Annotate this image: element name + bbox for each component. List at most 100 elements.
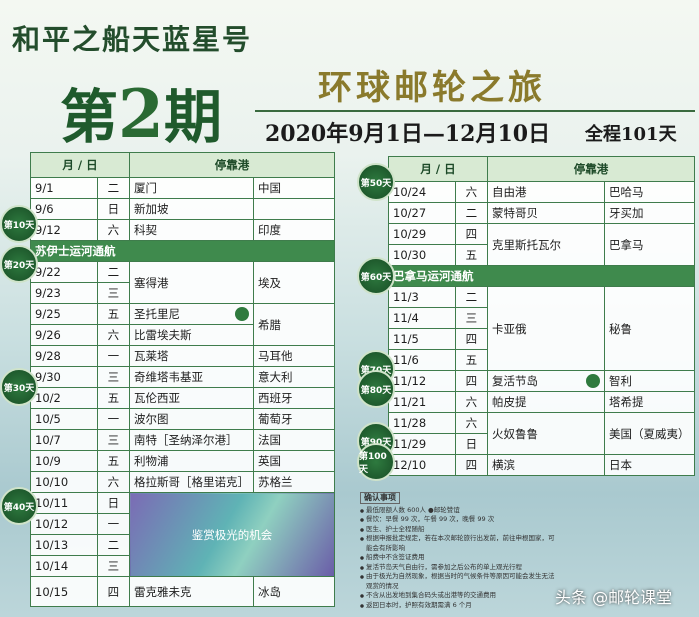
day-badge: 第50天 bbox=[357, 163, 395, 201]
weekday: 五 bbox=[96, 387, 131, 409]
country: 冰岛 bbox=[253, 576, 335, 607]
row: 10/10 六格拉斯哥［格里诺克］ 苏格兰 bbox=[30, 471, 335, 493]
country: 法国 bbox=[253, 429, 335, 451]
row: 9/1 二厦门 中国 bbox=[30, 177, 335, 199]
issue: 第2期 bbox=[60, 70, 222, 154]
port: 比雷埃夫斯 bbox=[129, 324, 254, 346]
date: 9/1 bbox=[30, 177, 98, 199]
anchor-icon bbox=[586, 374, 600, 388]
left-table: 月 / 日停靠港 9/1 二厦门 中国 9/6 日新加坡 9/12 六科契 印度 苏伊士运河通航 9… bbox=[30, 152, 335, 607]
weekday: 五 bbox=[454, 349, 489, 371]
country: 印度 bbox=[253, 219, 335, 241]
row: 10/7 三南特［圣纳泽尔港］ 法国 bbox=[30, 429, 335, 451]
port-name: 奇维塔韦基亚 bbox=[134, 370, 203, 384]
port-name: 火奴鲁鲁 bbox=[492, 426, 538, 441]
port-name: 波尔图 bbox=[134, 412, 169, 426]
port: 新加坡 bbox=[129, 198, 254, 220]
port-name: 新加坡 bbox=[134, 202, 169, 216]
port-name: 厦门 bbox=[134, 181, 157, 195]
port: 科契 bbox=[129, 219, 254, 241]
row: 9/6 日新加坡 bbox=[30, 198, 335, 220]
port-name: 南特［圣纳泽尔港］ bbox=[134, 433, 238, 447]
port-name: 雷克雅未克 bbox=[134, 584, 192, 599]
country: 中国 bbox=[253, 177, 335, 199]
country-name: 英国 bbox=[258, 454, 281, 468]
row: 10/24 六自由港 巴哈马 bbox=[388, 181, 695, 203]
row: 11/21 六帕皮提 塔希提 bbox=[388, 391, 695, 413]
row: 10/29 四克里斯托瓦尔 巴拿马 bbox=[388, 223, 695, 266]
row: 11/3 二卡亚俄 秘鲁 bbox=[388, 286, 695, 371]
country-name: 牙买加 bbox=[609, 206, 644, 220]
duration: 全程101天 bbox=[585, 124, 677, 145]
port: 瓦伦西亚 bbox=[129, 387, 254, 409]
weekday: 日 bbox=[96, 492, 131, 514]
port-name: 塞得港 bbox=[134, 275, 169, 290]
weekday: 二 bbox=[96, 177, 131, 199]
weekday: 三 bbox=[96, 282, 131, 304]
port-name: 蒙特哥贝 bbox=[492, 206, 538, 220]
dates: 2020年9月1日—12月10日 bbox=[265, 121, 551, 147]
row: 9/12 六科契 印度 bbox=[30, 219, 335, 241]
country: 埃及 bbox=[253, 261, 335, 304]
weekday: 四 bbox=[454, 328, 489, 350]
note-item: 船费中不含签证费用 bbox=[360, 553, 560, 563]
note-text: 复活节岛天气自由行，需参加之后公布的单上观光行程 bbox=[366, 562, 522, 571]
port-name: 瓦伦西亚 bbox=[134, 391, 180, 405]
country bbox=[253, 198, 335, 220]
note-text: 返回日本时，护照有效期需满 6 个月 bbox=[366, 600, 472, 609]
row: 11/12 四复活节岛 智利 bbox=[388, 370, 695, 392]
country-name: 印度 bbox=[258, 223, 281, 237]
date: 9/6 bbox=[30, 198, 98, 220]
date: 11/3 bbox=[388, 286, 456, 308]
row: 11/29 日 bbox=[388, 433, 695, 455]
port: 卡亚俄 bbox=[487, 286, 605, 371]
row: 11/28 六火奴鲁鲁 美国（夏威夷） bbox=[388, 412, 695, 455]
country-name: 塔希提 bbox=[609, 395, 644, 409]
right-table: 月 / 日停靠港 10/24 六自由港 巴哈马 10/27 二蒙特哥贝 牙买加 10/29 四克… bbox=[388, 156, 695, 476]
country-name: 巴拿马 bbox=[609, 237, 644, 252]
weekday: 四 bbox=[454, 370, 489, 392]
country-name: 苏格兰 bbox=[258, 475, 293, 489]
weekday: 三 bbox=[96, 429, 131, 451]
notes: 确认事项 最低限额人数 600人 ●邮轮赞谊 餐饮：早餐 99 次，午餐 99 次，… bbox=[360, 492, 560, 610]
port-name: 科契 bbox=[134, 223, 157, 237]
date: 10/30 bbox=[388, 244, 456, 266]
port-name: 复活节岛 bbox=[492, 374, 538, 388]
day-badge: 第60天 bbox=[357, 257, 395, 295]
column-header: 停靠港 bbox=[487, 156, 695, 182]
weekday: 二 bbox=[96, 534, 131, 556]
port: 利物浦 bbox=[129, 450, 254, 472]
port-name: 圣托里尼 bbox=[134, 307, 180, 321]
weekday: 二 bbox=[96, 261, 131, 283]
column-header: 月 / 日 bbox=[388, 156, 488, 182]
note-text: 医生、护士全程随船 bbox=[366, 524, 425, 533]
weekday: 五 bbox=[96, 450, 131, 472]
row: 12/10 四横滨 日本 bbox=[388, 454, 695, 476]
row: 9/23 三 bbox=[30, 282, 335, 304]
row: 9/30 三奇维塔韦基亚 意大利 bbox=[30, 366, 335, 388]
port-name: 横滨 bbox=[492, 458, 515, 472]
title: 环球邮轮之旅 bbox=[318, 68, 546, 108]
day-badge: 第30天 bbox=[0, 368, 38, 406]
port: 火奴鲁鲁 bbox=[487, 412, 605, 455]
port-name: 瓦莱塔 bbox=[134, 349, 169, 363]
note-item: 由于极光为自然现象，根据当时的气候条件等原因可能会发生无法观赏的情况 bbox=[360, 572, 560, 591]
country: 西班牙 bbox=[253, 387, 335, 409]
notes-title: 确认事项 bbox=[360, 492, 400, 504]
port-name: 卡亚俄 bbox=[492, 321, 527, 336]
note-text: 根据申报批定规定，若在本次邮轮旅行出发前，前往申根国家，可能会有所影响 bbox=[366, 534, 555, 552]
row: 10/9 五利物浦 英国 bbox=[30, 450, 335, 472]
row: 11/6 五 bbox=[388, 349, 695, 371]
aurora: 鉴赏极光的机会 bbox=[129, 492, 335, 577]
port: 横滨 bbox=[487, 454, 605, 476]
weekday: 六 bbox=[96, 324, 131, 346]
port-name: 比雷埃夫斯 bbox=[134, 328, 192, 342]
rule bbox=[255, 110, 695, 112]
country: 牙买加 bbox=[604, 202, 695, 224]
port-name: 帕皮提 bbox=[492, 395, 527, 409]
country-name: 美国（夏威夷） bbox=[609, 426, 690, 441]
row: 10/14 三 bbox=[30, 555, 335, 577]
header-row: 月 / 日停靠港 bbox=[388, 156, 695, 182]
date: 10/2 bbox=[30, 387, 98, 409]
